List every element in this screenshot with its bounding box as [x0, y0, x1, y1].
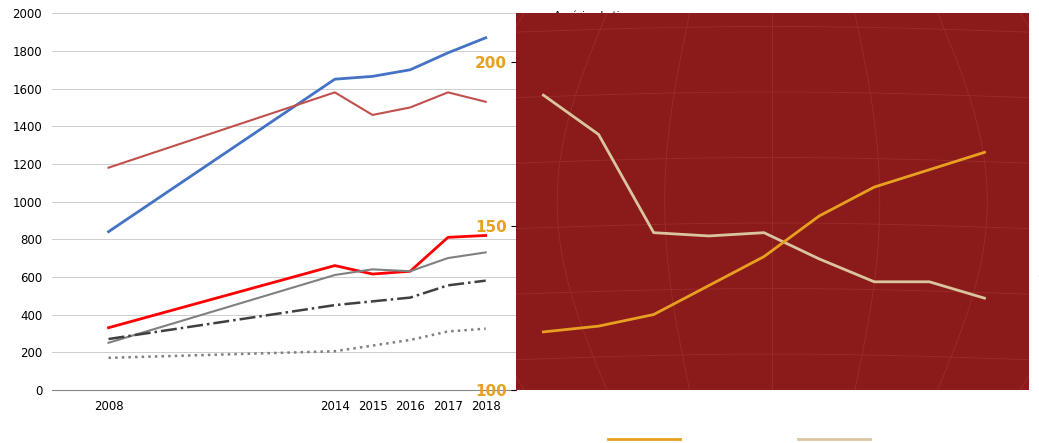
Legend: América Latina
y Caribe, Este de Asia y
Pacífico(se
excluye China), Europa y Asi: América Latina y Caribe, Este de Asia y …	[526, 11, 640, 175]
Title: Crecimiento vs. deuda: Crecimiento vs. deuda	[659, 0, 885, 9]
